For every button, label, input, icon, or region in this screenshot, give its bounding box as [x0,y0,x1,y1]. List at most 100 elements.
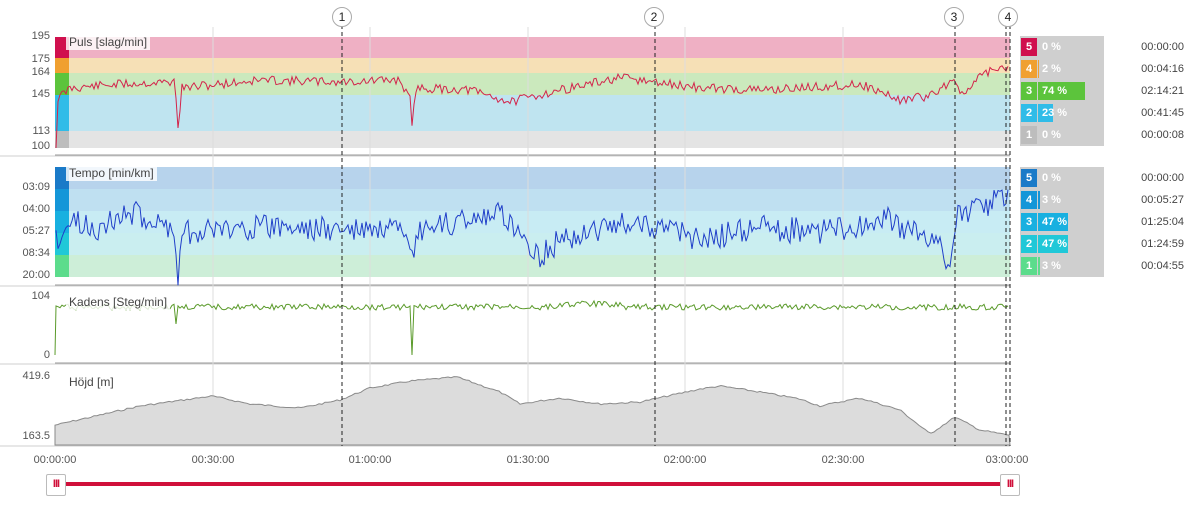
elevation-tick-label: 163.5 [22,430,50,442]
pace-tick-label: 08:34 [22,247,50,259]
zone-row: 4 2 % [1020,58,1104,80]
elevation-title: Höjd [m] [66,374,117,390]
pace-title: Tempo [min/km] [66,165,157,181]
time-tick-label: 00:30:00 [191,454,235,466]
hr-tick-label: 164 [31,66,50,78]
zone-percent-label: 0 % [1042,129,1061,141]
zone-percent-bar [1038,235,1068,253]
zone-number: 3 [1021,82,1037,100]
zone-number: 1 [1021,257,1037,275]
zone-percent-label: 74 % [1042,85,1068,97]
time-tick-label: 02:30:00 [821,454,865,466]
lap-marker-3[interactable]: 3 [944,7,964,27]
zone-number: 3 [1021,213,1037,231]
pace-zone-band [55,211,1010,233]
hr-tick-label: 175 [31,53,50,65]
zone-percent-label: 23 % [1042,107,1068,119]
pace-tick-label: 04:00 [22,203,50,215]
lap-marker-1[interactable]: 1 [332,7,352,27]
heart-rate-title: Puls [slag/min] [66,34,151,50]
cadence-tick-label: 0 [43,349,50,361]
zone-row: 2 23 % [1020,102,1104,124]
zone-row: 2 47 % [1020,233,1104,255]
zone-number: 2 [1021,104,1037,122]
zone-percent-bar [1038,82,1085,100]
zone-duration: 00:04:55 [1141,260,1184,272]
zone-row: 4 3 % [1020,189,1104,211]
pace-zone-color-strip [55,189,69,211]
zone-duration: 01:24:59 [1141,238,1184,250]
zone-duration: 00:04:16 [1141,63,1184,75]
zone-number: 2 [1021,235,1037,253]
pace-zone-band [55,189,1010,211]
range-slider-left-handle[interactable]: III [46,474,66,496]
pace-zone-band [55,233,1010,255]
range-slider-right-handle[interactable]: III [1000,474,1020,496]
hr-zone-band [55,95,1010,131]
zone-row: 3 47 % [1020,211,1104,233]
pace-zone-color-strip [55,211,69,233]
zone-percent-label: 0 % [1042,172,1061,184]
hr-zone-color-strip [55,95,69,131]
cadence-tick-label: 104 [31,290,50,302]
zone-percent-label: 3 % [1042,194,1061,206]
time-tick-label: 00:00:00 [33,454,77,466]
hr-tick-label: 113 [32,125,50,137]
zone-percent-bar [1038,104,1053,122]
zone-row: 5 0 % [1020,36,1104,58]
zone-number: 1 [1021,126,1037,144]
zone-percent-bar [1038,213,1068,231]
hr-tick-label: 195 [31,30,50,42]
elevation-area [54,376,1011,446]
pace-tick-label: 20:00 [22,269,50,281]
zone-row: 1 3 % [1020,255,1104,277]
hr-zone-color-strip [55,37,69,58]
zone-percent-bar [1038,191,1040,209]
hr-zone-color-strip [55,58,69,73]
hr-zone-band [55,73,1010,95]
zone-percent-label: 47 % [1042,238,1068,250]
hr-zone-band [55,131,1010,148]
hr-zone-band [55,58,1010,73]
hr-zone-color-strip [55,131,69,148]
zone-number: 4 [1021,60,1037,78]
heart-rate-line [55,65,1009,149]
zone-percent-label: 2 % [1042,63,1061,75]
cadence-line [54,299,1009,356]
zone-duration: 00:41:45 [1141,107,1184,119]
hr-tick-label: 100 [31,140,50,152]
zone-duration: 01:25:04 [1141,216,1184,228]
zone-row: 3 74 % [1020,80,1104,102]
time-tick-label: 01:00:00 [348,454,392,466]
zone-number: 4 [1021,191,1037,209]
lap-marker-4[interactable]: 4 [998,7,1018,27]
pace-zone-color-strip [55,167,69,189]
hr-zone-color-strip [55,73,69,95]
time-tick-label: 01:30:00 [506,454,550,466]
pace-tick-label: 05:27 [22,225,50,237]
zone-duration: 00:05:27 [1141,194,1184,206]
zone-percent-label: 47 % [1042,216,1068,228]
elevation-tick-label: 419.6 [22,370,50,382]
time-tick-label: 02:00:00 [663,454,707,466]
zone-percent-label: 0 % [1042,41,1061,53]
pace-zone-band [55,167,1010,189]
pace-tick-label: 03:09 [22,181,50,193]
zone-duration: 02:14:21 [1141,85,1184,97]
pace-zone-color-strip [55,233,69,255]
range-slider[interactable] [55,482,1010,486]
lap-marker-2[interactable]: 2 [644,7,664,27]
zone-duration: 00:00:00 [1141,41,1184,53]
zone-row: 1 0 % [1020,124,1104,146]
zone-number: 5 [1021,169,1037,187]
zone-duration: 00:00:00 [1141,172,1184,184]
time-tick-label: 03:00:00 [985,454,1029,466]
zone-row: 5 0 % [1020,167,1104,189]
pace-zone-band [55,255,1010,277]
zone-percent-label: 3 % [1042,260,1061,272]
zone-percent-bar [1038,60,1039,78]
hr-zone-band [55,37,1010,58]
pace-zone-color-strip [55,255,69,277]
